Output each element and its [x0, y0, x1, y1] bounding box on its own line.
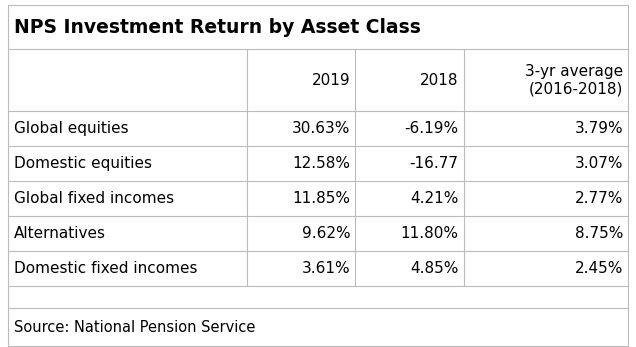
Text: 11.85%: 11.85% — [292, 191, 350, 206]
Text: 3.07%: 3.07% — [574, 156, 623, 171]
Text: Global equities: Global equities — [14, 121, 128, 136]
Text: Domestic equities: Domestic equities — [14, 156, 152, 171]
Text: 3.61%: 3.61% — [301, 261, 350, 276]
Text: NPS Investment Return by Asset Class: NPS Investment Return by Asset Class — [14, 17, 421, 36]
Text: 12.58%: 12.58% — [292, 156, 350, 171]
Text: Source: National Pension Service: Source: National Pension Service — [14, 320, 256, 335]
Text: 2.45%: 2.45% — [574, 261, 623, 276]
Text: 11.80%: 11.80% — [401, 226, 459, 241]
Text: Alternatives: Alternatives — [14, 226, 106, 241]
Text: Global fixed incomes: Global fixed incomes — [14, 191, 174, 206]
Text: 3-yr average
(2016-2018): 3-yr average (2016-2018) — [525, 64, 623, 96]
Text: 4.85%: 4.85% — [410, 261, 459, 276]
Text: -6.19%: -6.19% — [404, 121, 459, 136]
Text: 3.79%: 3.79% — [574, 121, 623, 136]
Text: Domestic fixed incomes: Domestic fixed incomes — [14, 261, 198, 276]
Text: 2018: 2018 — [420, 73, 459, 87]
Text: 8.75%: 8.75% — [574, 226, 623, 241]
Text: 4.21%: 4.21% — [410, 191, 459, 206]
Text: 9.62%: 9.62% — [301, 226, 350, 241]
Text: 2019: 2019 — [312, 73, 350, 87]
Text: 30.63%: 30.63% — [292, 121, 350, 136]
Text: 2.77%: 2.77% — [574, 191, 623, 206]
Text: -16.77: -16.77 — [410, 156, 459, 171]
